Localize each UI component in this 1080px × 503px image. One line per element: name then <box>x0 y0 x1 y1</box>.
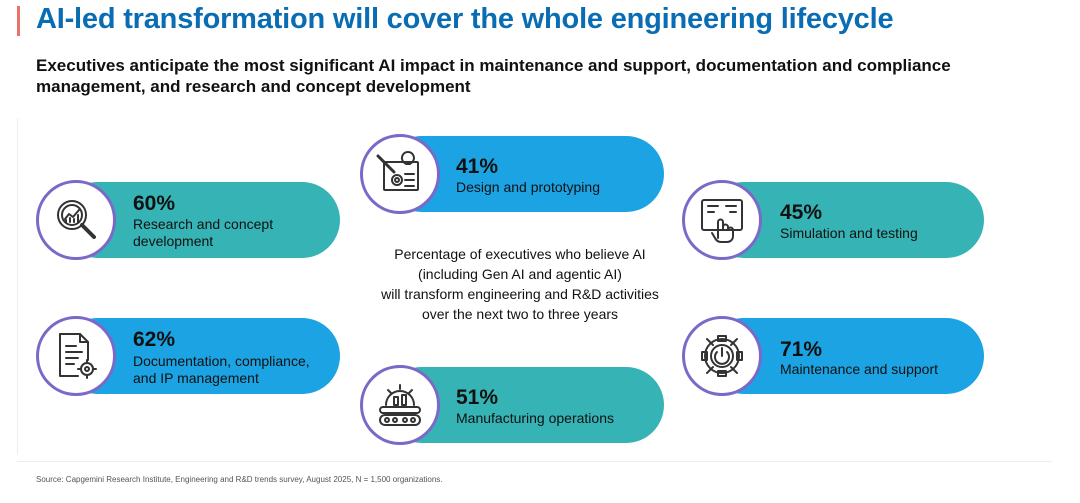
touch-screen-icon <box>701 199 743 243</box>
design-value: 41% <box>456 155 499 178</box>
document-gear-icon <box>59 333 97 379</box>
design-label: Design and prototyping <box>456 179 600 195</box>
research-label-line1: Research and concept <box>133 216 274 232</box>
design-blueprint-icon <box>376 151 419 191</box>
page-title: AI-led transformation will cover the who… <box>36 3 894 35</box>
magnifier-chart-icon <box>57 200 96 239</box>
manufacturing-icon-circle <box>360 365 440 445</box>
description-line4: over the next two to three years <box>421 306 619 322</box>
research-label: Research and concept development <box>133 216 273 250</box>
factory-conveyor-icon <box>379 384 421 426</box>
maintenance-icon-circle <box>682 316 762 396</box>
page-subtitle: Executives anticipate the most significa… <box>36 56 951 96</box>
source-note: Source: Capgemini Research Institute, En… <box>36 475 443 484</box>
description-line3: will transform engineering and R&D activ… <box>381 286 659 302</box>
documentation-value: 62% <box>133 328 176 351</box>
manufacturing-label: Manufacturing operations <box>456 410 614 426</box>
title-accent-bar <box>17 6 20 36</box>
documentation-label-line2: and IP management <box>133 370 259 386</box>
description-line1: Percentage of executives who believe AI <box>394 246 646 262</box>
simulation-value: 45% <box>780 201 823 224</box>
frame-bottom-line <box>17 461 1052 462</box>
frame-left-line <box>17 118 18 455</box>
documentation-icon-circle <box>36 316 116 396</box>
research-value: 60% <box>133 192 176 215</box>
manufacturing-value: 51% <box>456 386 499 409</box>
simulation-icon-circle <box>682 180 762 260</box>
research-label-line2: development <box>133 233 214 249</box>
documentation-label-line1: Documentation, compliance, <box>133 353 310 369</box>
gear-power-icon <box>701 335 743 377</box>
documentation-label: Documentation, compliance, and IP manage… <box>133 353 310 387</box>
design-icon-circle <box>360 134 440 214</box>
maintenance-label: Maintenance and support <box>780 361 938 377</box>
chart-description: Percentage of executives who believe AI … <box>350 244 690 324</box>
description-line2: (including Gen AI and agentic AI) <box>418 266 622 282</box>
research-icon-circle <box>36 180 116 260</box>
maintenance-value: 71% <box>780 338 823 361</box>
simulation-label: Simulation and testing <box>780 225 918 241</box>
